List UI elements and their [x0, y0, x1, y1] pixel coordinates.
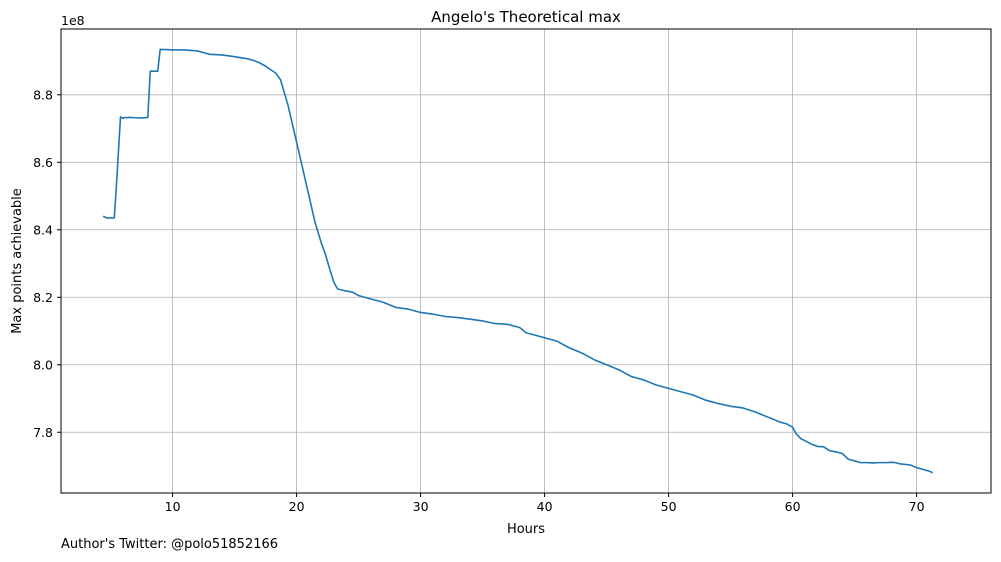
x-tick-label: 60 [785, 499, 801, 514]
x-tick-label: 30 [413, 499, 429, 514]
y-tick-labels: 7.8 8.0 8.2 8.4 8.6 8.8 [33, 87, 53, 439]
y-tick-label: 8.0 [33, 357, 53, 372]
x-tick-label: 10 [165, 499, 181, 514]
series-line-1 [102, 48, 934, 474]
x-axis-label: Hours [507, 522, 545, 537]
x-tick-label: 70 [909, 499, 925, 514]
tick-marks [57, 94, 918, 497]
x-tick-labels: 10 20 30 40 50 60 70 [165, 499, 925, 514]
chart-title: Angelo's Theoretical max [431, 8, 621, 26]
author-twitter-credit: Author's Twitter: @polo51852166 [61, 537, 279, 552]
y-axis-label: Max points achievable [10, 188, 25, 334]
grid-lines [61, 29, 991, 493]
y-offset-label: 1e8 [61, 13, 85, 28]
plot-area-frame [60, 28, 992, 494]
y-tick-label: 8.2 [33, 290, 53, 305]
x-tick-label: 20 [289, 499, 305, 514]
series-layer [102, 48, 934, 474]
y-tick-label: 8.8 [33, 87, 53, 102]
y-tick-label: 7.8 [33, 425, 53, 440]
y-tick-label: 8.4 [33, 222, 53, 237]
x-tick-label: 40 [537, 499, 553, 514]
y-tick-label: 8.6 [33, 155, 53, 170]
x-tick-label: 50 [661, 499, 677, 514]
